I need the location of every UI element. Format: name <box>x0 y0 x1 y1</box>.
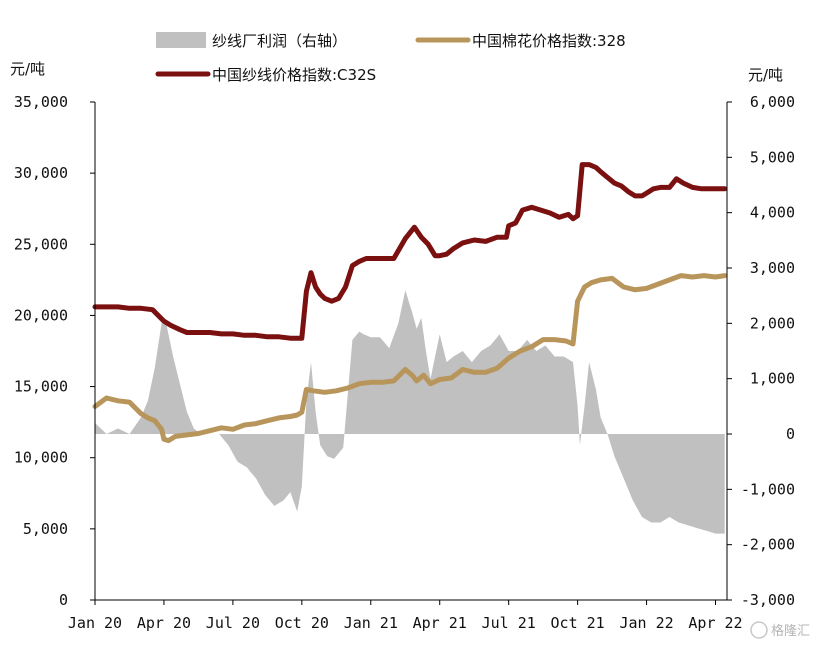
right-tick-label: 6,000 <box>750 93 795 111</box>
right-tick-label: 3,000 <box>750 259 795 277</box>
left-tick-label: 30,000 <box>14 164 68 182</box>
x-tick-label: Apr 20 <box>137 614 191 632</box>
x-tick-label: Jul 21 <box>482 614 536 632</box>
right-tick-label: 2,000 <box>750 314 795 332</box>
right-axis-ticks: -3,000 -2,000 -1,000 0 1,000 2,000 3,000 4,000 5… <box>727 93 795 609</box>
x-tick-label: Oct 20 <box>275 614 329 632</box>
series-area-profit <box>95 290 725 534</box>
left-tick-label: 35,000 <box>14 93 68 111</box>
left-axis-unit: 元/吨 <box>10 60 45 78</box>
right-tick-label: 1,000 <box>750 370 795 388</box>
right-tick-label: 4,000 <box>750 204 795 222</box>
plot-area <box>92 162 728 534</box>
left-tick-label: 20,000 <box>14 306 68 324</box>
legend-label-profit: 纱线厂利润（右轴） <box>212 32 347 50</box>
right-tick-label: 0 <box>786 425 795 443</box>
legend-label-cotton: 中国棉花价格指数:328 <box>472 32 626 50</box>
left-tick-label: 25,000 <box>14 235 68 253</box>
right-tick-label: -3,000 <box>741 591 795 609</box>
right-tick-label: -1,000 <box>741 480 795 498</box>
x-tick-label: Apr 22 <box>688 614 742 632</box>
legend-swatch-profit <box>156 32 206 48</box>
series-line-cotton <box>92 273 728 444</box>
left-tick-label: 0 <box>59 591 68 609</box>
x-tick-label: Apr 21 <box>413 614 467 632</box>
legend: 纱线厂利润（右轴） 中国棉花价格指数:328 中国纱线价格指数:C32S <box>155 32 626 84</box>
left-tick-label: 10,000 <box>14 449 68 467</box>
right-tick-label: -2,000 <box>741 536 795 554</box>
left-tick-label: 5,000 <box>23 520 68 538</box>
left-tick-label: 15,000 <box>14 378 68 396</box>
axes <box>94 102 728 601</box>
x-tick-label: Jan 20 <box>68 614 122 632</box>
series-line-yarn <box>92 162 728 341</box>
watermark-text: 格隆汇 <box>771 623 810 639</box>
x-tick-label: Jul 20 <box>206 614 260 632</box>
right-tick-label: 5,000 <box>750 148 795 166</box>
watermark: 格隆汇 <box>750 621 810 639</box>
legend-label-yarn: 中国纱线价格指数:C32S <box>212 66 376 84</box>
x-axis-ticks: Jan 20 Apr 20 Jul 20 Oct 20 Jan 21 Apr 21 Jul … <box>68 600 743 632</box>
x-tick-label: Oct 21 <box>551 614 605 632</box>
left-axis-ticks: 0 5,000 10,000 15,000 20,000 25,000 30,000 35,0… <box>14 93 95 609</box>
watermark-logo-icon <box>750 621 768 639</box>
x-tick-label: Jan 21 <box>344 614 398 632</box>
right-axis-unit: 元/吨 <box>748 66 783 84</box>
x-tick-label: Jan 22 <box>619 614 673 632</box>
